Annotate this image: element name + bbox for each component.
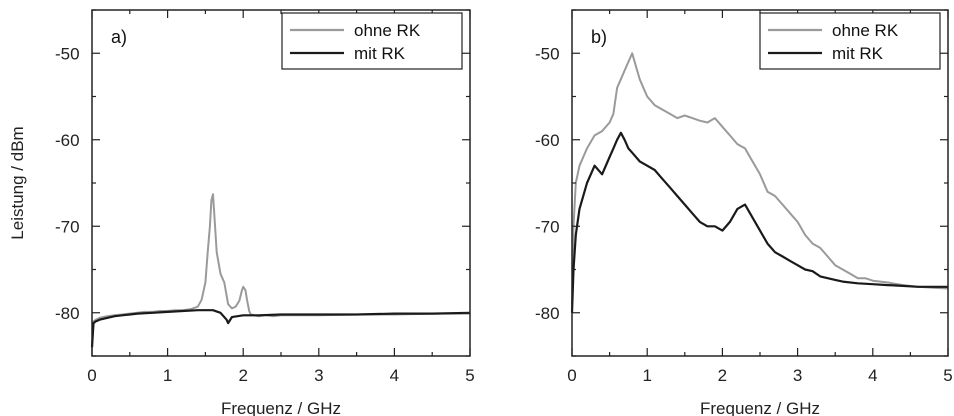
x-tick-label: 2	[238, 366, 247, 385]
x-axis-label: Frequenz / GHz	[700, 399, 820, 416]
panel-label: b)	[591, 27, 607, 47]
series-line-ohne-rk	[571, 52, 949, 305]
x-tick-label: 4	[390, 366, 399, 385]
x-tick-label: 5	[943, 366, 952, 385]
legend-label-mit-rk: mit RK	[832, 44, 884, 63]
x-axis-label: Frequenz / GHz	[221, 399, 341, 416]
legend-box	[759, 12, 941, 70]
y-tick-label: -60	[535, 131, 560, 150]
legend-label-ohne-rk: ohne RK	[832, 21, 899, 40]
panel-b: 0 1 2 3 4 5 -80 -70 -60 -50 Frequenz / GHz b) ohne R…	[535, 9, 953, 416]
x-tick-label: 2	[718, 366, 727, 385]
y-tick-label: -80	[55, 304, 80, 323]
legend-label-mit-rk: mit RK	[354, 44, 406, 63]
y-axis-label: Leistung / dBm	[8, 126, 27, 239]
x-tick-label: 1	[163, 366, 172, 385]
x-tick-label: 3	[793, 366, 802, 385]
y-tick-label: -70	[55, 217, 80, 236]
y-tick-label: -60	[55, 131, 80, 150]
y-tick-label: -80	[535, 304, 560, 323]
x-tick-label: 4	[868, 366, 877, 385]
y-tick-label: -50	[535, 44, 560, 63]
x-tick-label: 0	[87, 366, 96, 385]
series-line-mit-rk	[570, 131, 948, 313]
series-line-ohne-rk	[91, 193, 470, 348]
x-tick-label: 0	[567, 366, 576, 385]
panel-a: 0 1 2 3 4 5 -80 -70 -60 -50 Frequenz / GHz Leistung…	[8, 9, 475, 416]
x-tick-label: 1	[642, 366, 651, 385]
x-tick-label: 3	[314, 366, 323, 385]
y-tick-label: -50	[55, 44, 80, 63]
series-line-mit-rk	[90, 309, 471, 348]
panel-label: a)	[111, 27, 127, 47]
legend-label-ohne-rk: ohne RK	[354, 21, 421, 40]
x-tick-label: 5	[465, 366, 474, 385]
y-tick-label: -70	[535, 217, 560, 236]
legend-box	[281, 12, 463, 70]
